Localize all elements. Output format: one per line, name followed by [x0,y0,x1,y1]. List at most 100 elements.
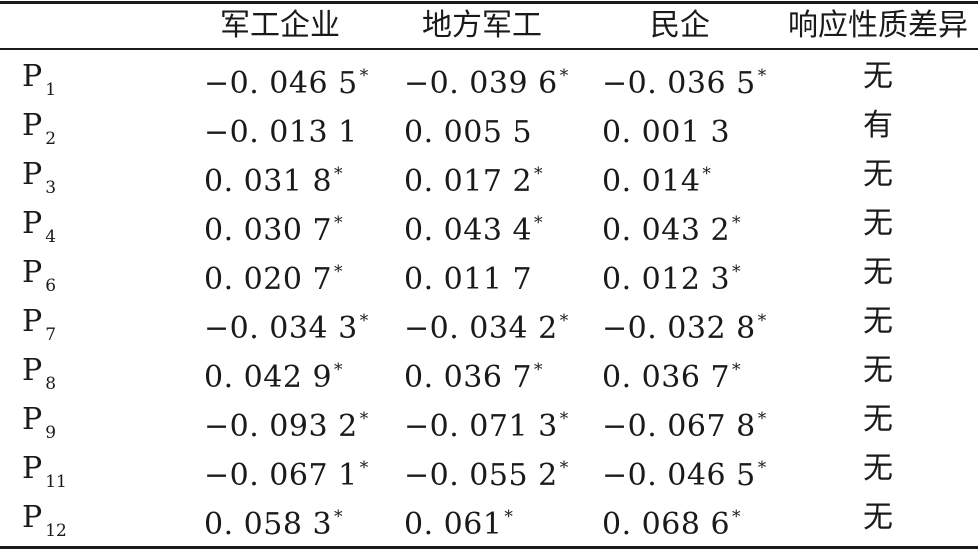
significance-star: * [359,311,369,331]
coefficient: −0. 055 2 [404,458,558,493]
table-row: P 1 −0. 046 5 * −0. 039 6 * −0. 036 5 * 无 [0,52,978,101]
header-local-military: 地方军工 [422,8,542,43]
response-difference-value: 无 [863,59,893,94]
local-military-value: 0. 061 * [404,493,513,542]
military-enterprise-value: −0. 046 5 * [204,52,369,101]
significance-star: * [534,213,544,233]
military-enterprise-value: 0. 042 9 * [204,346,343,395]
coefficient: −0. 039 6 [404,66,558,101]
private-enterprise-value: 0. 068 6 * [602,493,741,542]
response-difference-value: 无 [863,500,893,535]
coefficient: 0. 061 [404,507,503,542]
response-difference-value: 无 [863,451,893,486]
row-label-subscript: 9 [45,423,57,443]
coefficient: 0. 011 7 [404,262,533,297]
row-label-letter: P [22,206,43,241]
coefficient: −0. 067 8 [602,409,756,444]
row-label-subscript: 7 [45,325,57,345]
military-enterprise-value: 0. 058 3 * [204,493,343,542]
row-label-letter: P [22,157,43,192]
row-label-letter: P [22,500,43,535]
significance-star: * [732,507,742,527]
local-military-value: −0. 071 3 * [404,395,569,444]
table-row: P 4 0. 030 7 * 0. 043 4 * 0. 043 2 * 无 [0,199,978,248]
local-military-value: 0. 043 4 * [404,199,543,248]
table-row: P 2 −0. 013 1 0. 005 5 0. 001 3 有 [0,101,978,150]
response-difference-value: 无 [863,206,893,241]
local-military-value: −0. 039 6 * [404,52,569,101]
coefficient: −0. 032 8 [602,311,756,346]
coefficient: 0. 012 3 [602,262,731,297]
coefficient: −0. 046 5 [602,458,756,493]
coefficient: −0. 093 2 [204,409,358,444]
significance-star: * [702,164,712,184]
private-enterprise-value: 0. 001 3 [602,101,732,150]
row-label-letter: P [22,353,43,388]
military-enterprise-value: −0. 067 1 * [204,444,369,493]
significance-star: * [732,262,742,282]
row-label-letter: P [22,304,43,339]
local-military-value: 0. 011 7 [404,248,534,297]
row-label: P 11 [22,444,67,493]
coefficient: 0. 001 3 [602,115,731,150]
significance-star: * [559,458,569,478]
row-label-subscript: 11 [45,472,67,492]
coefficient: 0. 068 6 [602,507,731,542]
significance-star: * [732,360,742,380]
response-difference-value: 有 [863,108,893,143]
coefficient: −0. 046 5 [204,66,358,101]
row-label-letter: P [22,59,43,94]
header-rule [0,48,978,50]
row-label-letter: P [22,451,43,486]
local-military-value: −0. 055 2 * [404,444,569,493]
table-row: P 7 −0. 034 3 * −0. 034 2 * −0. 032 8 * 无 [0,297,978,346]
significance-star: * [559,66,569,86]
private-enterprise-value: 0. 012 3 * [602,248,741,297]
coefficient: 0. 005 5 [404,115,533,150]
coefficient: −0. 034 2 [404,311,558,346]
significance-star: * [559,409,569,429]
significance-star: * [757,409,767,429]
bottom-rule [0,546,978,549]
military-enterprise-value: −0. 093 2 * [204,395,369,444]
table-row: P 8 0. 042 9 * 0. 036 7 * 0. 036 7 * 无 [0,346,978,395]
military-enterprise-value: −0. 034 3 * [204,297,369,346]
significance-star: * [757,458,767,478]
coefficient: 0. 020 7 [204,262,333,297]
coefficient: 0. 036 7 [404,360,533,395]
table-row: P 6 0. 020 7 * 0. 011 7 0. 012 3 * 无 [0,248,978,297]
private-enterprise-value: −0. 067 8 * [602,395,767,444]
significance-star: * [359,66,369,86]
significance-star: * [359,458,369,478]
table-row: P 3 0. 031 8 * 0. 017 2 * 0. 014 * 无 [0,150,978,199]
coefficient: −0. 067 1 [204,458,358,493]
significance-star: * [534,360,544,380]
coefficient: 0. 014 [602,164,701,199]
local-military-value: 0. 017 2 * [404,150,543,199]
response-difference-value: 无 [863,402,893,437]
military-enterprise-value: 0. 031 8 * [204,150,343,199]
significance-star: * [757,66,767,86]
row-label-letter: P [22,402,43,437]
row-label-subscript: 2 [45,129,57,149]
significance-star: * [732,213,742,233]
coefficient: 0. 036 7 [602,360,731,395]
row-label-subscript: 4 [45,227,57,247]
coefficient: 0. 031 8 [204,164,333,199]
private-enterprise-value: 0. 043 2 * [602,199,741,248]
coefficient: 0. 030 7 [204,213,333,248]
coefficient: −0. 013 1 [204,115,358,150]
significance-star: * [334,213,344,233]
coefficient: 0. 043 2 [602,213,731,248]
row-label-subscript: 8 [45,374,57,394]
coefficient: 0. 017 2 [404,164,533,199]
local-military-value: 0. 036 7 * [404,346,543,395]
row-label: P 12 [22,493,67,542]
row-label-subscript: 6 [45,276,57,296]
significance-star: * [334,360,344,380]
